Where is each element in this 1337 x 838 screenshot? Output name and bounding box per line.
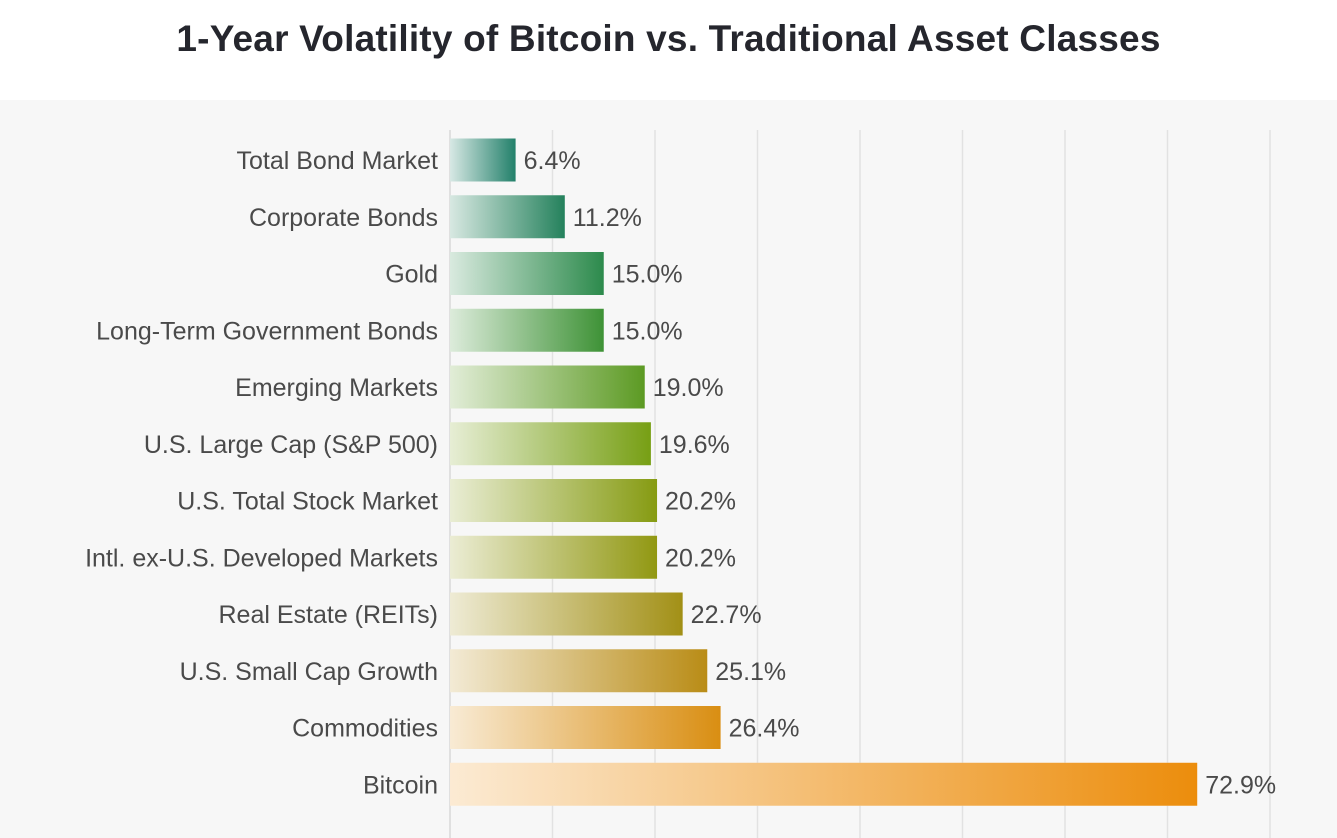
category-label: Corporate Bonds	[249, 204, 438, 232]
value-label: 20.2%	[665, 544, 736, 572]
category-label: Emerging Markets	[235, 374, 438, 402]
bar	[450, 308, 604, 352]
bar	[450, 479, 658, 522]
bar	[450, 365, 645, 409]
value-labels: 6.4% 11.2% 15.0% 15.0% 19.0% 19.6% 20.2% 20.2% 2…	[524, 147, 1277, 799]
category-label: Gold	[385, 261, 438, 289]
value-label: 25.1%	[715, 658, 786, 686]
category-label: U.S. Large Cap (S&P 500)	[144, 431, 438, 459]
category-label: Total Bond Market	[237, 147, 439, 175]
category-labels: Total Bond Market Corporate Bonds Gold Long…	[85, 147, 438, 799]
bar	[450, 706, 721, 749]
bar	[450, 649, 708, 693]
value-label: 15.0%	[612, 317, 683, 345]
bars	[450, 138, 1198, 806]
bar	[450, 422, 651, 466]
value-label: 19.0%	[653, 374, 724, 402]
value-label: 6.4%	[524, 147, 581, 175]
value-label: 19.6%	[659, 431, 730, 459]
bar-chart: Total Bond Market Corporate Bonds Gold Long…	[85, 130, 1277, 838]
bar	[450, 138, 516, 182]
category-label: Real Estate (REITs)	[218, 601, 438, 629]
bar	[450, 592, 683, 636]
category-label: Commodities	[292, 715, 438, 743]
plot-panel: Total Bond Market Corporate Bonds Gold Long…	[0, 100, 1337, 838]
category-label: Bitcoin	[363, 771, 438, 799]
gridlines	[449, 130, 1271, 838]
value-label: 22.7%	[691, 601, 762, 629]
value-label: 15.0%	[612, 261, 683, 289]
value-label: 26.4%	[729, 715, 800, 743]
bar	[450, 195, 565, 239]
value-label: 72.9%	[1205, 771, 1276, 799]
category-label: U.S. Small Cap Growth	[180, 658, 438, 686]
bar	[450, 252, 604, 295]
value-label: 20.2%	[665, 488, 736, 516]
category-label: Long-Term Government Bonds	[96, 317, 438, 345]
category-label: U.S. Total Stock Market	[177, 488, 438, 516]
category-label: Intl. ex-U.S. Developed Markets	[85, 544, 438, 572]
chart-title: 1-Year Volatility of Bitcoin vs. Traditi…	[176, 18, 1161, 59]
bar	[450, 762, 1198, 806]
value-label: 11.2%	[573, 204, 642, 232]
bar	[450, 535, 658, 579]
